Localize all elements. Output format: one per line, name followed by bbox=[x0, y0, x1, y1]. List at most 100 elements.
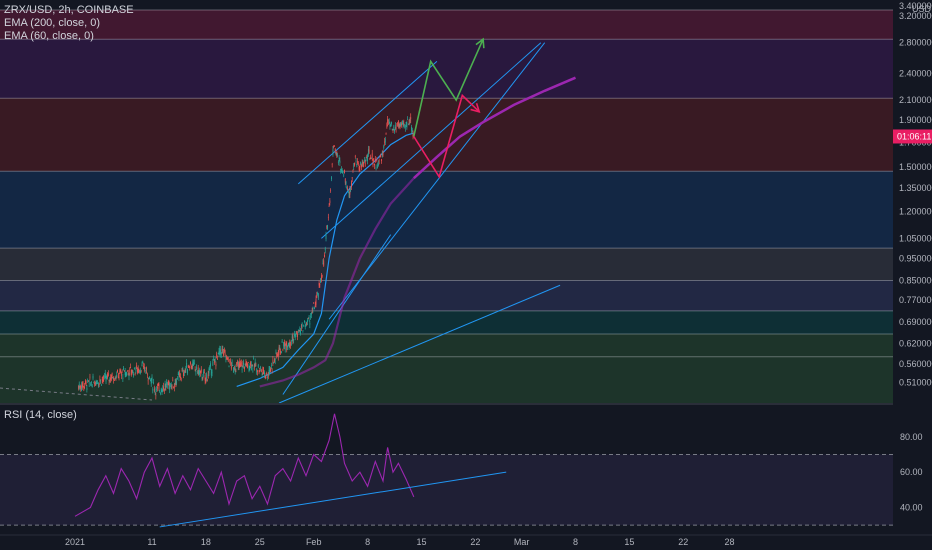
candle-body bbox=[389, 122, 391, 126]
candle-body bbox=[203, 371, 204, 374]
candle-body bbox=[290, 344, 291, 346]
candle-body bbox=[266, 372, 268, 375]
price-axis[interactable]: 3.4000003.200000 2.800000 2.400000 2.100000… bbox=[893, 0, 932, 550]
candle-body bbox=[124, 371, 126, 375]
trend-line[interactable] bbox=[321, 42, 542, 239]
candle-body bbox=[244, 366, 245, 370]
candle-body bbox=[411, 130, 413, 132]
candle-body bbox=[280, 350, 281, 354]
candle-body bbox=[254, 361, 256, 368]
candle-body bbox=[184, 370, 186, 373]
bearish-projection-arrow[interactable] bbox=[413, 93, 480, 179]
candle-body bbox=[270, 365, 272, 367]
trend-lines[interactable] bbox=[0, 42, 561, 404]
candle-body bbox=[210, 363, 211, 367]
candle-body bbox=[262, 366, 264, 372]
projection-arrows[interactable] bbox=[413, 37, 485, 179]
candle-body bbox=[201, 377, 203, 379]
candle-body bbox=[163, 388, 165, 392]
candle-body bbox=[271, 369, 273, 371]
candle-body bbox=[114, 379, 115, 381]
time-axis[interactable]: 2021 11 18 25 Feb 8 15 22 Mar 8 15 22 28 bbox=[0, 534, 932, 550]
ema200-legend[interactable]: EMA (200, close, 0) bbox=[4, 17, 100, 29]
trend-line[interactable] bbox=[282, 234, 392, 395]
candle-body bbox=[344, 169, 345, 174]
candle-body bbox=[321, 276, 322, 280]
candle-body bbox=[119, 370, 121, 374]
candle-body bbox=[408, 123, 409, 125]
candle-body bbox=[195, 371, 197, 372]
bullish-projection-arrow-head[interactable] bbox=[475, 37, 485, 49]
candle-body bbox=[382, 151, 384, 156]
candle-body bbox=[361, 164, 362, 168]
candle-body bbox=[91, 385, 93, 388]
candle-body bbox=[94, 381, 96, 386]
candle-body bbox=[240, 363, 241, 367]
candle-body bbox=[127, 370, 128, 372]
candle-body bbox=[311, 311, 313, 313]
bullish-projection-arrow[interactable] bbox=[413, 38, 484, 137]
candle-body bbox=[154, 390, 156, 392]
bearish-projection-arrow-head[interactable] bbox=[470, 103, 481, 114]
candle-body bbox=[80, 386, 82, 390]
candle-body bbox=[227, 357, 229, 362]
candle-body bbox=[352, 169, 354, 171]
candle-body bbox=[279, 347, 281, 348]
candle-body bbox=[253, 358, 255, 360]
candle-body bbox=[371, 158, 372, 159]
trend-line[interactable] bbox=[328, 42, 546, 320]
candle-body bbox=[156, 386, 158, 389]
symbol-legend[interactable]: ZRX/USD, 2h, COINBASE bbox=[4, 4, 134, 16]
candle-body bbox=[336, 151, 338, 157]
candle-body bbox=[381, 152, 383, 155]
candle-body bbox=[391, 128, 393, 130]
candle-body bbox=[225, 359, 227, 361]
candle-body bbox=[329, 200, 331, 203]
candle-body bbox=[191, 364, 193, 368]
rsi-legend[interactable]: RSI (14, close) bbox=[4, 409, 77, 421]
candle-body bbox=[287, 345, 288, 348]
candle-body bbox=[402, 122, 404, 125]
candle-body bbox=[346, 186, 348, 188]
candle-body bbox=[104, 372, 106, 376]
candle-body bbox=[133, 367, 135, 370]
trend-line[interactable] bbox=[278, 284, 561, 404]
candle-body bbox=[98, 383, 100, 385]
time-tick-label: Mar bbox=[514, 537, 530, 547]
candle-body bbox=[408, 119, 410, 125]
candle-body bbox=[325, 235, 327, 239]
rsi-pane bbox=[0, 413, 893, 528]
dashed-support-line[interactable] bbox=[0, 387, 153, 401]
rsi-trend-line[interactable] bbox=[159, 471, 507, 528]
candle-body bbox=[304, 325, 306, 328]
candle-body bbox=[254, 363, 255, 368]
ema60-legend[interactable]: EMA (60, close, 0) bbox=[4, 30, 94, 42]
candle-body bbox=[296, 330, 298, 334]
candle-body bbox=[332, 149, 334, 155]
candle-body bbox=[268, 369, 270, 373]
candle-body bbox=[313, 303, 315, 304]
candle-body bbox=[240, 362, 242, 367]
candle-body bbox=[401, 122, 403, 125]
last-price-label: 01:06:11 bbox=[897, 131, 931, 141]
candle-body bbox=[374, 159, 376, 163]
candle-body bbox=[342, 171, 344, 174]
candle-body bbox=[321, 274, 323, 277]
candle-body bbox=[399, 124, 401, 129]
candle-body bbox=[157, 385, 159, 386]
candle-body bbox=[261, 374, 263, 375]
candle-body bbox=[379, 156, 381, 157]
candle-body bbox=[309, 323, 311, 325]
candle-body bbox=[130, 367, 131, 369]
candle-body bbox=[105, 376, 107, 382]
candle-body bbox=[117, 369, 118, 373]
trend-line[interactable] bbox=[297, 61, 438, 185]
candle-body bbox=[209, 366, 211, 368]
candle-body bbox=[363, 164, 365, 166]
candle-body bbox=[395, 127, 397, 129]
candle-body bbox=[294, 336, 296, 338]
candle-body bbox=[258, 370, 260, 372]
candle-body bbox=[78, 386, 79, 389]
ema-lines bbox=[236, 76, 576, 388]
